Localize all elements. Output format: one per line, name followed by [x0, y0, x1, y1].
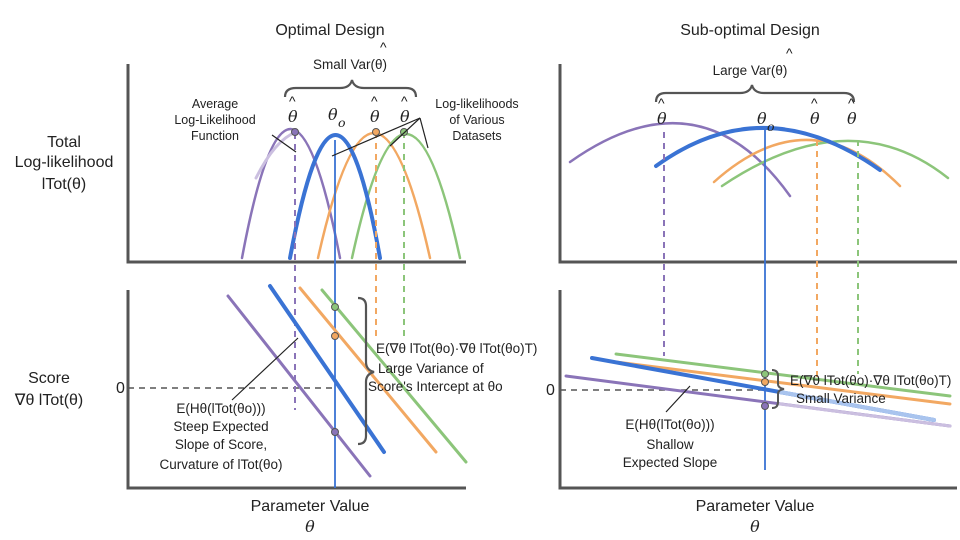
datasets-arrow-2	[389, 117, 421, 147]
left-var-expr: E(∇θ lTot(θo)·∇θ lTot(θo)T)	[376, 341, 538, 356]
left-purple-max-point	[291, 128, 299, 136]
right-hat-2: ^	[811, 95, 818, 111]
right-green-curve	[720, 139, 950, 188]
right-green-score	[614, 352, 952, 398]
right-top-axis	[558, 64, 957, 264]
right-purple-score-fade	[778, 402, 952, 428]
avg-label-2: Log-Likelihood	[174, 113, 256, 127]
left-hess-label-3: Curvature of lTot(θo)	[159, 457, 283, 472]
right-purple-curve	[568, 121, 792, 198]
right-hat-3: ^	[848, 95, 855, 111]
left-purple-curve	[240, 127, 342, 260]
left-points	[291, 128, 408, 436]
datasets-label-1: Log-likelihoods	[435, 97, 519, 111]
right-blue-score-fade	[778, 390, 936, 422]
left-theta-o-label: θ	[328, 105, 338, 124]
avg-label-1: Average	[191, 97, 239, 111]
left-top-axis	[126, 64, 466, 264]
right-orange-score	[614, 360, 952, 406]
right-score-brace	[771, 369, 785, 409]
left-theta-hat-1: θ	[288, 107, 298, 126]
axes	[126, 64, 957, 490]
right-theta-o-sub: o	[767, 119, 775, 134]
right-points	[761, 370, 769, 410]
left-blue-curve	[288, 133, 382, 260]
left-purple-intercept	[331, 428, 339, 436]
right-bracket-hat: ^	[786, 45, 793, 61]
left-theta-hat-3: θ	[400, 107, 410, 126]
left-theta-hat-2: θ	[370, 107, 380, 126]
left-hess-label-2: Slope of Score,	[174, 437, 268, 452]
left-orange-intercept	[331, 332, 339, 340]
right-title: Sub-optimal Design	[680, 22, 820, 39]
left-bracket-label: Small Var(θ)	[312, 57, 387, 72]
left-hat-3: ^	[401, 93, 408, 109]
left-xsym: θ	[305, 517, 315, 536]
right-hess-label-2: Expected Slope	[622, 455, 718, 470]
left-var-label-1: Large Variance of	[378, 361, 484, 376]
avg-arrow	[271, 134, 297, 153]
left-orange-max-point	[372, 128, 380, 136]
left-bottom-axis	[126, 290, 466, 490]
right-dashed-links	[663, 132, 859, 378]
yaxis-top-1: Total	[47, 134, 81, 151]
left-green-score	[320, 288, 468, 464]
right-zero-tick: 0	[546, 382, 555, 399]
right-score-lines	[564, 352, 952, 428]
right-theta-hat-3: θ	[847, 109, 857, 128]
right-hess-expr: E(Hθ(lTot(θo)))	[625, 417, 715, 432]
left-top-bracket	[283, 79, 418, 98]
yaxis-top-2: Log-likelihood	[14, 154, 114, 171]
hess-arrow	[231, 337, 299, 401]
right-theta-hat-1: θ	[657, 109, 667, 128]
left-bracket-hat: ^	[380, 39, 387, 55]
yaxis-bottom-1: Score	[28, 370, 70, 387]
left-purple-score	[226, 294, 372, 478]
yaxis-bottom-2: ∇θ lTot(θ)	[14, 392, 84, 409]
left-score-brace	[357, 296, 375, 446]
left-title: Optimal Design	[275, 22, 385, 39]
right-blue-curve	[654, 126, 882, 172]
left-theta-o-sub: o	[338, 115, 346, 130]
right-xlabel: Parameter Value	[695, 498, 815, 515]
left-zero-tick: 0	[116, 380, 125, 397]
left-hess-expr: E(Hθ(lTot(θo)))	[176, 401, 266, 416]
left-hat-2: ^	[371, 93, 378, 109]
right-loglik-curves	[568, 121, 950, 198]
right-theta-hat-2: θ	[810, 109, 820, 128]
left-hess-label-1: Steep Expected	[173, 419, 269, 434]
left-green-intercept	[331, 303, 339, 311]
right-bracket-label: Large Var(θ)	[712, 63, 788, 78]
right-hat-1: ^	[658, 95, 665, 111]
right-hess-label-1: Shallow	[646, 437, 694, 452]
right-theta-o-label: θ	[757, 109, 767, 128]
avg-label-3: Function	[191, 129, 239, 143]
right-green-intercept	[761, 370, 769, 378]
right-orange-intercept	[761, 378, 769, 386]
right-hess-arrow	[665, 385, 691, 413]
left-xlabel: Parameter Value	[250, 498, 370, 515]
left-var-label-2: Score's Intercept at θo	[368, 379, 503, 394]
left-annotation-arrows	[231, 117, 429, 401]
right-bottom-axis	[558, 290, 957, 490]
right-var-expr: E(∇θ lTot(θo)·∇θ lTot(θo)T)	[790, 373, 952, 388]
datasets-arrow-3	[419, 117, 429, 149]
yaxis-top-3: lTot(θ)	[41, 176, 87, 193]
datasets-label-2: of Various	[449, 113, 505, 127]
right-top-bracket	[654, 84, 856, 103]
left-dashed-links	[294, 132, 405, 410]
right-xsym: θ	[750, 517, 760, 536]
datasets-label-3: Datasets	[452, 129, 502, 143]
right-var-label: Small Variance	[796, 391, 886, 406]
right-purple-intercept	[761, 402, 769, 410]
datasets-arrow-1	[331, 117, 421, 157]
left-hat-1: ^	[289, 93, 296, 109]
